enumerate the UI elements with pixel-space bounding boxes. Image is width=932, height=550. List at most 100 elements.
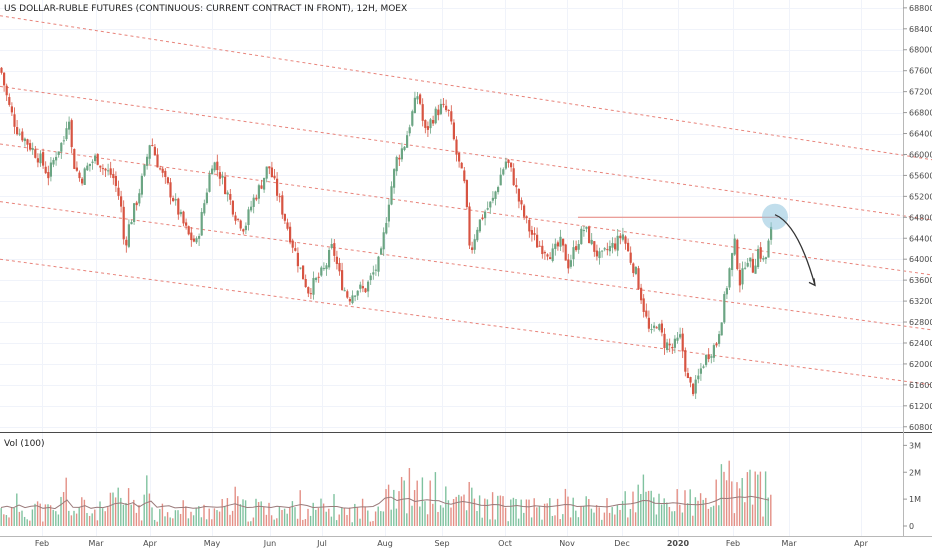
volume-bar <box>302 519 304 526</box>
volume-bar <box>34 503 36 526</box>
volume-bar <box>385 489 387 526</box>
volume-bar <box>468 481 470 526</box>
volume-bar <box>684 490 686 526</box>
price-tick-label: 67200 <box>909 88 932 97</box>
candle-body <box>387 204 390 222</box>
volume-bar <box>541 519 543 526</box>
volume-bar <box>31 509 34 526</box>
volume-bar <box>473 498 476 526</box>
candle-body <box>5 85 8 96</box>
candle-body <box>120 196 123 207</box>
annotations <box>578 203 816 287</box>
volume-bar <box>239 504 242 526</box>
candle-body <box>278 196 281 198</box>
candle-body <box>109 168 112 175</box>
volume-bar <box>325 511 327 526</box>
candle-body <box>99 165 102 168</box>
candle-body <box>582 230 585 232</box>
volume-bar <box>437 511 439 526</box>
volume-bar <box>715 479 717 526</box>
candle-body <box>567 259 570 269</box>
candle-body <box>517 188 520 202</box>
volume-bar <box>164 516 166 526</box>
candle-body <box>689 377 692 383</box>
volume-bar <box>130 504 132 526</box>
time-axis[interactable]: Feb Mar Apr May Jun Jul Aug Sep Oct Nov Dec 2020 Feb… <box>35 539 869 548</box>
volume-bar <box>42 521 44 526</box>
volume-bar <box>452 498 455 526</box>
volume-bar <box>458 494 460 526</box>
volume-bar <box>57 514 60 526</box>
candle-body <box>356 290 359 296</box>
candle-body <box>101 168 104 170</box>
volume-bar <box>632 491 634 526</box>
volume-bar <box>465 510 468 526</box>
price-tick-label: 63200 <box>909 297 932 306</box>
price-tick-label: 64800 <box>909 213 932 222</box>
candle-body <box>481 217 484 220</box>
volume-bar <box>494 519 496 526</box>
candle-body <box>554 243 557 249</box>
volume-bar <box>133 499 135 526</box>
time-tick-label: Jun <box>263 539 277 548</box>
candle-body <box>728 268 731 288</box>
price-tick-label: 67600 <box>909 67 932 76</box>
candle-body <box>94 155 97 162</box>
candle-body <box>551 248 554 261</box>
candle-body <box>307 287 310 294</box>
grid <box>0 0 903 536</box>
time-tick-label: Mar <box>781 539 797 548</box>
candle-body <box>608 246 611 252</box>
candle-body <box>263 177 266 190</box>
volume-bar <box>127 488 130 526</box>
volume-bar <box>476 510 478 526</box>
volume-bar <box>432 503 434 526</box>
candle-body <box>603 248 606 250</box>
candle-body <box>593 241 596 252</box>
volume-bar <box>450 507 452 526</box>
volume-bar <box>562 514 564 526</box>
volume-bar <box>525 499 528 526</box>
candle-body <box>637 268 640 290</box>
candle-body <box>710 356 713 358</box>
price-tick-label: 65600 <box>909 171 932 180</box>
volume-bar <box>658 493 660 526</box>
volume-bar <box>250 521 252 526</box>
price-axis[interactable]: 68800 68400 68000 67600 67200 66800 66400 66000… <box>903 4 932 432</box>
volume-bar <box>226 498 229 526</box>
candle-body <box>640 287 643 301</box>
candle-body <box>595 250 598 257</box>
volume-bar <box>151 507 153 526</box>
candle-body <box>754 265 757 274</box>
volume-bar <box>343 507 346 526</box>
candle-body <box>393 169 396 188</box>
volume-bar <box>39 503 41 526</box>
candle-body <box>634 266 637 274</box>
candle-body <box>367 281 370 292</box>
volume-bar <box>161 503 164 526</box>
candle-body <box>715 343 718 346</box>
candle-body <box>114 176 117 186</box>
volume-bar <box>294 507 296 526</box>
candle-body <box>65 128 68 140</box>
candle-body <box>588 226 591 244</box>
candle-body <box>450 111 453 122</box>
volume-bar <box>575 510 577 526</box>
volume-bar <box>13 507 15 526</box>
volume-axis[interactable]: 3M 2M 1M 0 <box>903 441 921 531</box>
candle-body <box>68 121 71 130</box>
candle-body <box>354 295 357 297</box>
candle-body <box>452 122 455 140</box>
time-tick-label: Sep <box>434 539 449 548</box>
volume-bar <box>598 507 600 526</box>
volume-bar <box>559 519 561 526</box>
volume-bar <box>88 515 91 526</box>
candle-body <box>268 166 271 169</box>
candle-body <box>44 166 47 174</box>
volume-bar <box>445 486 447 526</box>
volume-bar <box>91 513 93 526</box>
volume-bar <box>403 480 405 526</box>
volume-bar <box>671 511 673 526</box>
volume-bar <box>68 510 70 526</box>
